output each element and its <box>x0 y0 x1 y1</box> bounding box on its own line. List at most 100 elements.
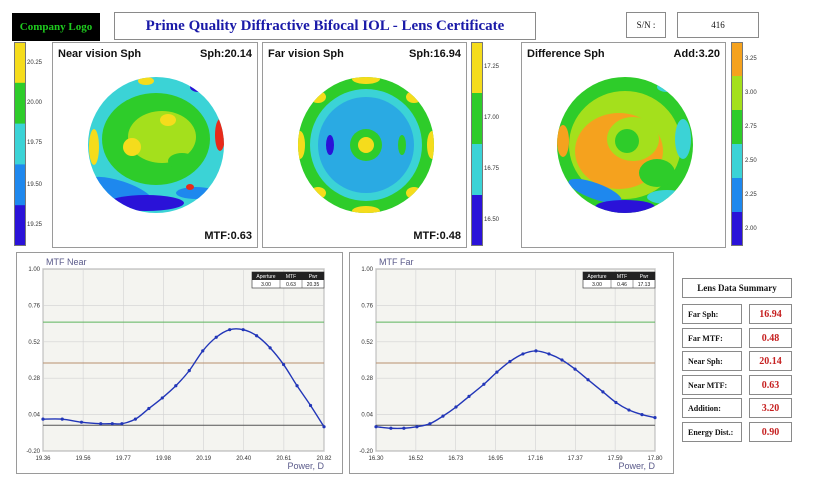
scale-tick-label: 16.75 <box>484 166 500 172</box>
data-point <box>495 370 499 374</box>
difference-scale-labels: 3.25 3.00 2.75 2.50 2.25 2.00 <box>745 42 771 246</box>
summary-value-far-sph: 16.94 <box>749 304 792 324</box>
data-point <box>441 414 445 418</box>
data-point <box>653 416 657 420</box>
near-scale-labels: 20.25 20.00 19.75 19.50 19.25 <box>27 42 53 246</box>
x-tick-label: 17.37 <box>568 456 584 462</box>
mtf-curve <box>375 350 656 430</box>
data-point <box>482 382 486 386</box>
legend-header-band <box>252 272 324 280</box>
legend-header: Pwr <box>309 274 318 280</box>
scale-tick-label: 2.00 <box>745 226 757 232</box>
data-point <box>160 396 164 400</box>
data-point <box>79 420 84 424</box>
legend-header: MTF <box>617 274 627 280</box>
chart-title: MTF Far <box>379 257 414 267</box>
y-tick-label: 0.52 <box>28 340 40 346</box>
data-point <box>255 334 259 338</box>
data-point <box>374 425 378 429</box>
summary-value-far-mtf: 0.48 <box>749 328 792 348</box>
x-tick-label: 17.80 <box>647 456 663 462</box>
x-tick-label: 20.61 <box>276 456 292 462</box>
scale-color-band <box>14 164 26 206</box>
y-tick-label: 0.28 <box>28 376 40 382</box>
page-title: Prime Quality Diffractive Bifocal IOL - … <box>114 12 536 40</box>
company-logo: Company Logo <box>12 13 100 41</box>
x-axis-label: Power, D <box>287 461 324 471</box>
data-point <box>322 425 326 429</box>
y-tick-label: -0.20 <box>26 449 40 455</box>
difference-map <box>557 77 693 213</box>
scale-color-band <box>731 178 743 213</box>
legend-value: 0.46 <box>617 282 627 288</box>
scale-tick-label: 2.25 <box>745 192 757 198</box>
summary-label-energy-dist: Energy Dist.: <box>682 422 742 442</box>
far-color-scale <box>471 42 483 246</box>
far-sph-value: Sph:16.94 <box>409 48 461 60</box>
data-point <box>467 394 471 398</box>
scale-color-band <box>731 42 743 77</box>
data-point <box>99 422 103 426</box>
scale-color-band <box>471 42 483 94</box>
data-point <box>573 367 577 371</box>
legend-value: 20.35 <box>307 282 320 288</box>
data-point <box>295 384 299 388</box>
scale-color-band <box>471 93 483 145</box>
legend-value: 0.63 <box>286 282 296 288</box>
summary-value-near-sph: 20.14 <box>749 351 792 371</box>
data-point <box>547 352 551 356</box>
near-vision-title: Near vision Sph <box>58 48 142 60</box>
data-point <box>268 346 272 350</box>
scale-tick-label: 2.75 <box>745 124 757 130</box>
legend-value: 3.00 <box>261 282 271 288</box>
mtf-far-chart-panel: 16.30 16.52 16.73 16.95 17.16 17.37 17.59 17.80… <box>349 252 674 474</box>
data-point <box>389 426 393 430</box>
data-point <box>428 422 432 426</box>
scale-tick-label: 19.25 <box>27 222 43 228</box>
near-vision-panel: Near vision Sph Sph:20.14 MTF:0.63 <box>52 42 258 248</box>
scale-tick-label: 3.00 <box>745 90 757 96</box>
scale-tick-label: 17.00 <box>484 115 500 121</box>
data-point <box>601 390 605 394</box>
x-tick-label: 19.98 <box>156 456 172 462</box>
data-point <box>174 384 178 388</box>
x-tick-label: 16.52 <box>408 456 424 462</box>
data-point <box>241 328 245 332</box>
legend-header: Aperture <box>256 274 275 280</box>
data-point <box>41 417 45 421</box>
near-mtf-value: MTF:0.63 <box>204 230 252 242</box>
scale-tick-label: 19.50 <box>27 182 43 188</box>
data-point <box>214 335 218 339</box>
data-point <box>627 408 631 412</box>
x-tick-label: 16.73 <box>448 456 464 462</box>
summary-value-addition: 3.20 <box>749 398 792 418</box>
y-tick-label: 0.76 <box>28 303 40 309</box>
data-point <box>614 400 618 405</box>
data-point <box>110 422 114 426</box>
mtf-far-chart: 16.30 16.52 16.73 16.95 17.16 17.37 17.59 17.80… <box>359 257 663 471</box>
legend-header: MTF <box>286 274 296 280</box>
scale-color-band <box>14 82 26 125</box>
serial-number-value: 416 <box>677 12 759 38</box>
difference-title: Difference Sph <box>527 48 605 60</box>
scale-border <box>14 42 26 246</box>
legend-header: Pwr <box>640 274 649 280</box>
x-tick-label: 20.19 <box>196 456 212 462</box>
plot-area <box>42 268 325 452</box>
far-vision-map <box>298 77 434 213</box>
x-tick-label: 17.59 <box>608 456 624 462</box>
y-tick-label: 0.28 <box>361 376 373 382</box>
y-tick-label: 0.52 <box>361 340 373 346</box>
data-point <box>133 417 137 421</box>
data-point <box>534 349 538 353</box>
data-point <box>586 378 590 382</box>
data-point <box>454 405 458 409</box>
legend-value: 3.00 <box>592 282 602 288</box>
y-tick-label: 1.00 <box>361 267 373 273</box>
x-tick-label: 19.36 <box>35 456 51 462</box>
scale-tick-label: 16.50 <box>484 217 500 223</box>
x-tick-label: 19.56 <box>76 456 92 462</box>
data-point <box>281 362 286 367</box>
near-sph-value: Sph:20.14 <box>200 48 252 60</box>
data-point <box>415 425 419 429</box>
